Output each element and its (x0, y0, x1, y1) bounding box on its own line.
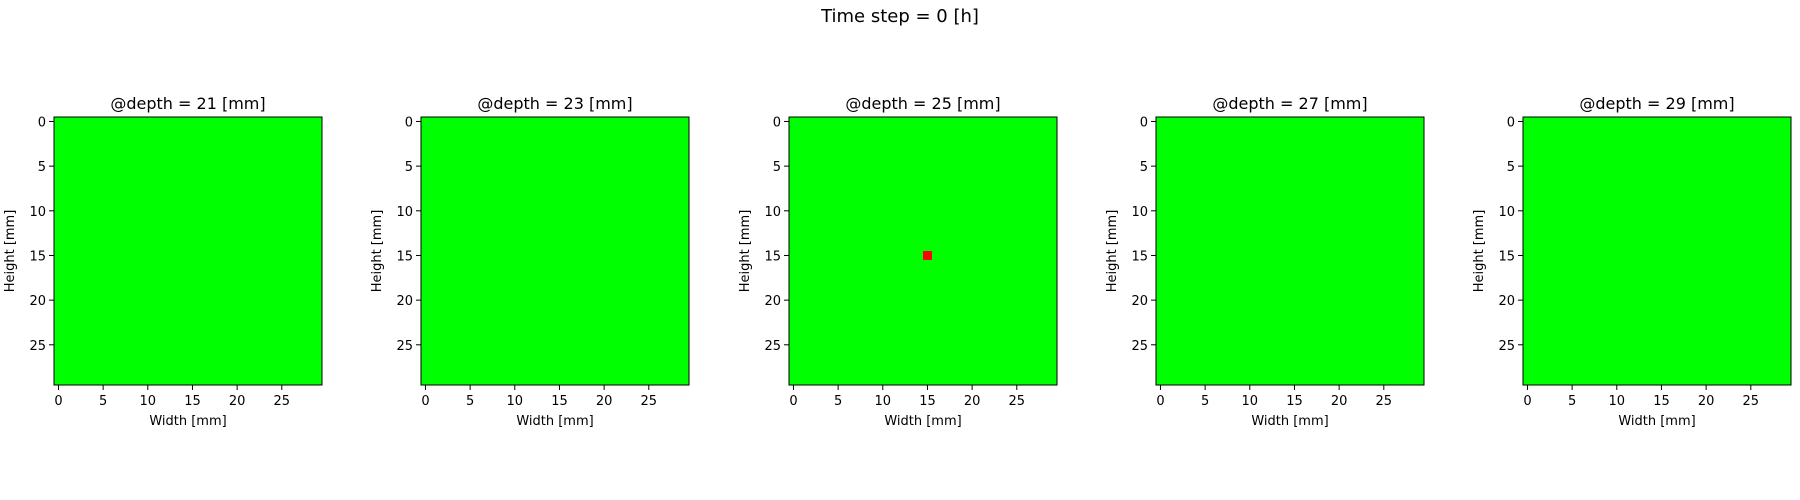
y-axis-label: Height [mm] (1472, 210, 1487, 293)
y-tick-label: 5 (1140, 160, 1148, 175)
y-tick-label: 15 (1131, 249, 1148, 264)
heatmap-panel-1: 0 5 10 15 20 25 0 5 10 15 20 25 @depth = 21 [mm] Widt… (3, 94, 323, 429)
x-tick-label: 10 (875, 394, 892, 409)
x-tick-label: 0 (789, 394, 797, 409)
x-tick-label: 10 (1609, 394, 1626, 409)
y-tick-label: 10 (764, 205, 781, 220)
y-axis-label: Height [mm] (3, 210, 18, 293)
plot-frame (1155, 116, 1425, 386)
y-axis-label: Height [mm] (738, 210, 753, 293)
x-tick-label: 25 (641, 394, 658, 409)
y-tick-label: 25 (396, 339, 413, 354)
x-tick-label: 20 (229, 394, 246, 409)
x-tick-label: 10 (140, 394, 157, 409)
x-tick-label: 15 (184, 394, 201, 409)
y-tick-label: 25 (1498, 339, 1515, 354)
x-axis-label: Width [mm] (149, 414, 226, 429)
panel-title: @depth = 21 [mm] (110, 94, 265, 113)
heatmap-field (1523, 117, 1791, 385)
x-axis-label: Width [mm] (884, 414, 961, 429)
y-tick-label: 0 (773, 115, 781, 130)
y-tick-label: 5 (1507, 160, 1515, 175)
x-tick-label: 10 (1242, 394, 1259, 409)
heatmap-field (1156, 117, 1424, 385)
x-tick-label: 15 (1286, 394, 1303, 409)
y-tick-label: 10 (29, 205, 46, 220)
x-tick-label: 25 (274, 394, 291, 409)
x-tick-label: 15 (1653, 394, 1670, 409)
panel-title: @depth = 25 [mm] (845, 94, 1000, 113)
x-tick-label: 0 (1523, 394, 1531, 409)
y-tick-label: 25 (1131, 339, 1148, 354)
panel-title: @depth = 29 [mm] (1579, 94, 1734, 113)
y-tick-label: 25 (29, 339, 46, 354)
y-tick-label: 20 (396, 294, 413, 309)
heatmap-field (421, 117, 689, 385)
x-tick-label: 0 (1156, 394, 1164, 409)
plot-frame (788, 116, 1058, 386)
y-tick-label: 20 (1498, 294, 1515, 309)
y-tick-label: 5 (405, 160, 413, 175)
x-tick-label: 25 (1743, 394, 1760, 409)
x-tick-label: 20 (596, 394, 613, 409)
x-axis-label: Width [mm] (1251, 414, 1328, 429)
y-tick-label: 0 (405, 115, 413, 130)
x-tick-label: 15 (551, 394, 568, 409)
x-tick-label: 0 (54, 394, 62, 409)
y-axis-label: Height [mm] (1105, 210, 1120, 293)
heatmap-cell (923, 251, 932, 260)
y-tick-label: 20 (764, 294, 781, 309)
y-tick-label: 0 (1140, 115, 1148, 130)
y-tick-label: 10 (1131, 205, 1148, 220)
x-axis-label: Width [mm] (1618, 414, 1695, 429)
x-tick-label: 5 (466, 394, 474, 409)
y-tick-label: 15 (1498, 249, 1515, 264)
panel-title: @depth = 27 [mm] (1212, 94, 1367, 113)
y-tick-label: 0 (1507, 115, 1515, 130)
x-axis-label: Width [mm] (516, 414, 593, 429)
plot-frame (1522, 116, 1792, 386)
x-tick-label: 0 (421, 394, 429, 409)
heatmap-panel-5: 0 5 10 15 20 25 0 5 10 15 20 25 @depth = 29 [mm] Widt… (1472, 94, 1792, 429)
figure-suptitle: Time step = 0 [h] (821, 6, 979, 27)
y-axis-label: Height [mm] (370, 210, 385, 293)
heatmap-panel-2: 0 5 10 15 20 25 0 5 10 15 20 25 @depth = 23 [mm] Widt… (370, 94, 690, 429)
plot-frame (420, 116, 690, 386)
x-tick-label: 5 (1568, 394, 1576, 409)
y-tick-label: 5 (773, 160, 781, 175)
y-tick-label: 0 (38, 115, 46, 130)
x-tick-label: 20 (1698, 394, 1715, 409)
y-tick-label: 15 (29, 249, 46, 264)
x-tick-label: 5 (834, 394, 842, 409)
x-tick-label: 15 (919, 394, 936, 409)
panel-title: @depth = 23 [mm] (477, 94, 632, 113)
y-tick-label: 25 (764, 339, 781, 354)
x-tick-label: 20 (1331, 394, 1348, 409)
y-tick-label: 15 (396, 249, 413, 264)
x-tick-label: 5 (1201, 394, 1209, 409)
y-tick-label: 10 (1498, 205, 1515, 220)
heatmap-panel-4: 0 5 10 15 20 25 0 5 10 15 20 25 @depth = 27 [mm] Widt… (1105, 94, 1425, 429)
plot-frame (53, 116, 323, 386)
y-tick-label: 10 (396, 205, 413, 220)
x-tick-label: 10 (507, 394, 524, 409)
x-tick-label: 20 (964, 394, 981, 409)
y-tick-label: 20 (1131, 294, 1148, 309)
y-tick-label: 15 (764, 249, 781, 264)
heatmap-panel-3: 0 5 10 15 20 25 0 5 10 15 20 25 @depth = 25 [mm] Widt… (738, 94, 1058, 429)
y-tick-label: 5 (38, 160, 46, 175)
heatmap-field (54, 117, 322, 385)
x-tick-label: 25 (1376, 394, 1393, 409)
x-tick-label: 5 (99, 394, 107, 409)
y-tick-label: 20 (29, 294, 46, 309)
x-tick-label: 25 (1009, 394, 1026, 409)
